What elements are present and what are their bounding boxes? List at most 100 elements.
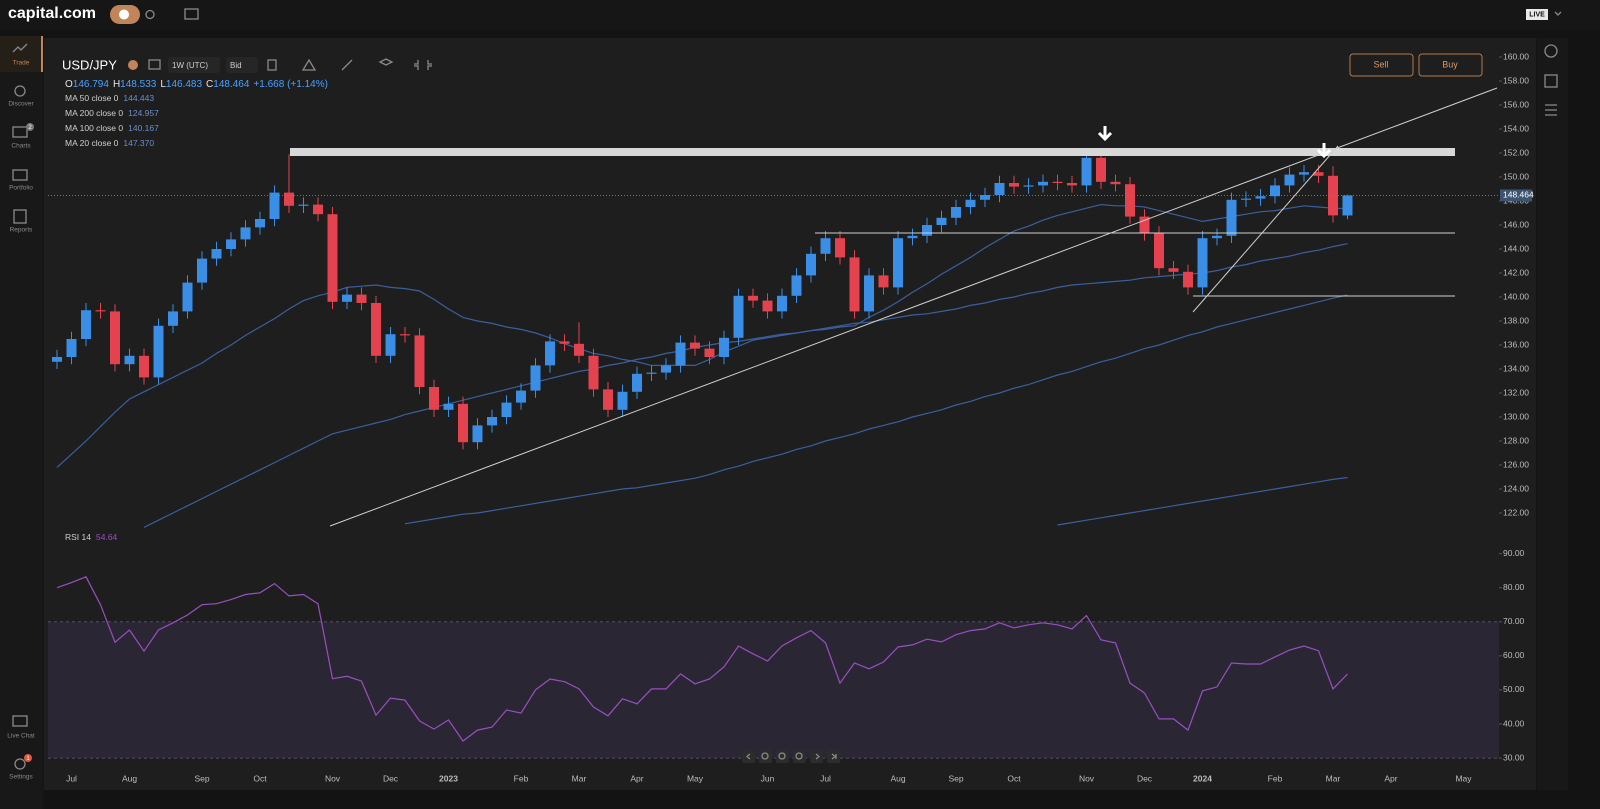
candle-body (646, 372, 657, 374)
logo[interactable]: capital.com (8, 5, 96, 22)
arrow-marker[interactable] (1316, 143, 1332, 159)
candle-body (153, 325, 164, 378)
candle-body (1270, 185, 1280, 197)
symbol-status (128, 60, 138, 70)
nav-label[interactable]: Reports (10, 227, 34, 234)
drawing-icon[interactable] (301, 58, 317, 71)
sell-button[interactable] (1349, 53, 1414, 77)
charts-icon[interactable] (12, 126, 28, 138)
symbol[interactable]: USD/JPY (62, 57, 117, 72)
list-icon[interactable] (1545, 104, 1557, 116)
portfolio-icon[interactable] (12, 169, 28, 181)
info-icon[interactable] (1544, 44, 1558, 58)
x-tick-label: May (687, 773, 704, 783)
resistance-zone[interactable] (290, 148, 1455, 156)
candle-body (443, 403, 454, 410)
candle-body (1096, 157, 1106, 182)
rsi-value: 54.64 (96, 532, 118, 542)
ma-value: 124.957 (128, 108, 159, 118)
y-tick-label: 40.00 (1503, 718, 1525, 728)
nav-active (0, 36, 43, 72)
buy-button[interactable] (1418, 53, 1483, 77)
candle-body (52, 357, 62, 362)
x-tick-label: Aug (122, 773, 137, 783)
candle-body (298, 204, 309, 206)
live-label: LIVE (1529, 11, 1545, 18)
candle-body (820, 238, 831, 254)
candle-body (980, 195, 990, 200)
candle-body (1023, 185, 1034, 187)
settings-icon[interactable] (14, 758, 26, 770)
chart: 122.00 124.00 126.00 128.00 130.00 132.00 134.… (48, 51, 1534, 783)
zoom-in[interactable] (793, 750, 806, 763)
x-tick-label: Mar (572, 773, 587, 783)
candle-body (1009, 183, 1019, 187)
ohlc-value: 146.483 (166, 79, 203, 90)
x-tick-label: Feb (514, 773, 529, 783)
live-badge[interactable] (1526, 9, 1548, 20)
ma-name: MA 20 close 0 (65, 138, 119, 148)
candle-body (1342, 195, 1353, 216)
y-tick-label: 128.00 (1503, 435, 1529, 445)
arrow-marker[interactable] (1097, 126, 1113, 142)
candle-body (1168, 268, 1179, 272)
candle-body (197, 258, 207, 283)
candle-body (226, 239, 236, 249)
trend-line[interactable] (329, 87, 1498, 527)
sun-icon[interactable] (145, 9, 155, 20)
candle-body (313, 204, 323, 215)
x-tick-label: May (1455, 773, 1472, 783)
layout-icon[interactable] (1544, 74, 1558, 88)
nav-label[interactable]: Live Chat (7, 733, 35, 740)
y-tick-label: 50.00 (1503, 684, 1525, 694)
x-tick-label: Oct (253, 773, 267, 783)
badge-count: 1 (26, 756, 30, 762)
buy-label[interactable]: Buy (1442, 59, 1458, 69)
discover-icon[interactable] (14, 85, 26, 97)
price-type-select[interactable] (226, 57, 258, 73)
candle-body (835, 238, 845, 258)
ma-value: 140.167 (128, 123, 159, 133)
price-type[interactable]: Bid (230, 61, 242, 70)
pen-icon[interactable] (341, 59, 353, 71)
candle-body (632, 373, 642, 392)
nav-label[interactable]: Charts (11, 143, 31, 150)
nav-latest[interactable] (827, 750, 840, 763)
nav-label[interactable]: Settings (9, 774, 33, 781)
moon-icon (119, 9, 129, 20)
candle-body (864, 275, 874, 312)
layers-icon[interactable] (378, 58, 394, 66)
ma-name: MA 100 close 0 (65, 123, 123, 133)
candle-body (400, 334, 410, 336)
y-tick-label: 90.00 (1503, 548, 1525, 558)
interval-select[interactable] (168, 57, 220, 73)
reset[interactable] (776, 750, 789, 763)
account-chevron[interactable] (1554, 11, 1562, 16)
y-tick-label: 80.00 (1503, 582, 1525, 592)
mail-icon[interactable] (184, 8, 199, 20)
interval[interactable]: 1W (UTC) (172, 61, 208, 70)
candle-body (1038, 181, 1048, 186)
candle-body (791, 275, 802, 296)
trend-line[interactable] (1192, 145, 1339, 313)
nav-prev[interactable] (742, 750, 755, 763)
x-tick-label: Apr (1384, 773, 1397, 783)
x-tick-label: 2023 (439, 773, 458, 783)
ma-legend: MA 200 close 0 124.957 (65, 108, 159, 118)
nav-label[interactable]: Discover (8, 101, 34, 108)
settings-badge (24, 754, 32, 762)
nav-label[interactable]: Portfolio (9, 185, 33, 192)
sell-label[interactable]: Sell (1373, 59, 1388, 69)
compare-icon[interactable] (148, 59, 161, 70)
nav-label[interactable]: Trade (13, 60, 30, 67)
chat-icon[interactable] (12, 715, 28, 727)
reports-icon[interactable] (13, 209, 27, 224)
chart-type-icon[interactable] (267, 59, 277, 71)
trade-icon[interactable] (12, 43, 28, 53)
nav-next[interactable] (810, 750, 823, 763)
zoom-out[interactable] (759, 750, 772, 763)
rsi-band (48, 621, 1499, 759)
chart-navigation (742, 750, 840, 763)
fullscreen-icon[interactable] (414, 60, 432, 70)
y-tick-label: 142.00 (1503, 267, 1529, 277)
